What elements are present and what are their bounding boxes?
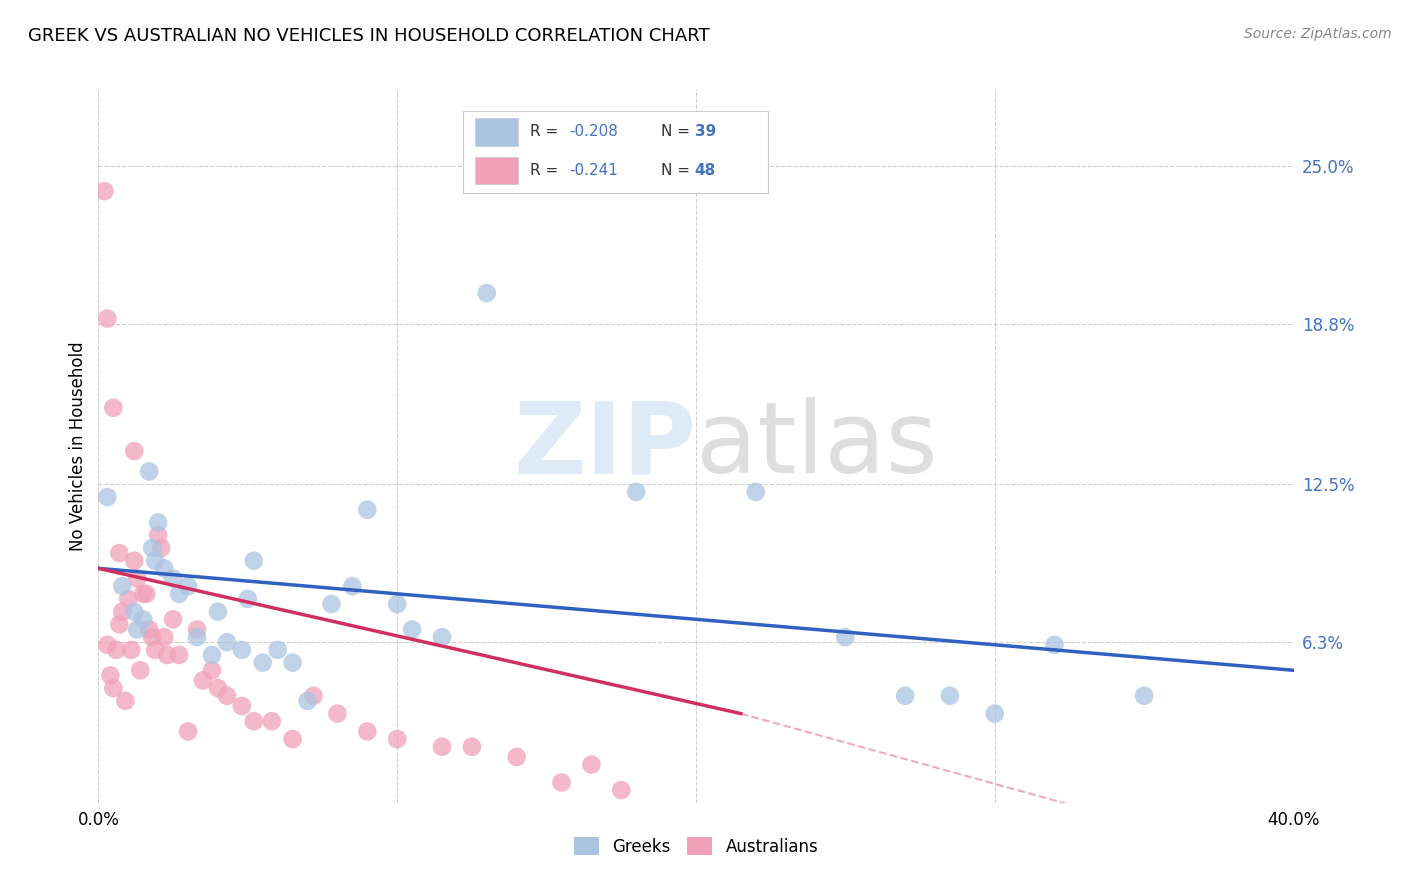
Point xyxy=(215,689,238,703)
Point xyxy=(939,689,962,703)
Point xyxy=(111,605,134,619)
Point xyxy=(302,689,325,703)
Point xyxy=(162,612,184,626)
Point xyxy=(430,739,453,754)
Text: atlas: atlas xyxy=(696,398,938,494)
Point xyxy=(243,554,266,568)
Point xyxy=(153,630,176,644)
Point xyxy=(260,714,283,729)
Point xyxy=(162,572,184,586)
Point xyxy=(124,444,146,458)
Text: GREEK VS AUSTRALIAN NO VEHICLES IN HOUSEHOLD CORRELATION CHART: GREEK VS AUSTRALIAN NO VEHICLES IN HOUSE… xyxy=(28,27,710,45)
Point xyxy=(506,750,529,764)
Point xyxy=(186,630,208,644)
Point xyxy=(111,579,134,593)
Point xyxy=(141,541,163,555)
Point xyxy=(103,401,125,415)
Point xyxy=(132,587,155,601)
Point xyxy=(141,630,163,644)
Point xyxy=(148,516,170,530)
Point xyxy=(207,681,229,695)
Point xyxy=(342,579,364,593)
Point xyxy=(1043,638,1066,652)
Point xyxy=(461,739,484,754)
Point xyxy=(150,541,173,555)
Point xyxy=(356,724,378,739)
Point xyxy=(117,591,139,606)
Point xyxy=(127,572,149,586)
Point xyxy=(167,648,190,662)
Point xyxy=(581,757,603,772)
Point xyxy=(984,706,1007,721)
Point xyxy=(103,681,125,695)
Point xyxy=(96,638,118,652)
Point xyxy=(201,648,224,662)
Point xyxy=(297,694,319,708)
Point xyxy=(385,732,409,747)
Point xyxy=(108,617,131,632)
Y-axis label: No Vehicles in Household: No Vehicles in Household xyxy=(69,341,87,551)
Point xyxy=(1133,689,1156,703)
Point xyxy=(475,286,498,301)
Point xyxy=(177,724,200,739)
Point xyxy=(191,673,214,688)
Point xyxy=(143,554,166,568)
Point xyxy=(114,694,136,708)
Point xyxy=(143,643,166,657)
Point xyxy=(430,630,453,644)
Point xyxy=(243,714,266,729)
Point xyxy=(135,587,157,601)
Point xyxy=(231,643,253,657)
Point xyxy=(401,623,423,637)
Point xyxy=(98,668,122,682)
Legend: Greeks, Australians: Greeks, Australians xyxy=(567,830,825,863)
Point xyxy=(231,698,253,713)
Point xyxy=(834,630,856,644)
Point xyxy=(124,605,146,619)
Point xyxy=(120,643,142,657)
Point xyxy=(207,605,229,619)
Point xyxy=(281,656,304,670)
Point xyxy=(177,579,200,593)
Point xyxy=(550,775,572,789)
Point xyxy=(281,732,304,747)
Point xyxy=(626,484,648,499)
Point xyxy=(153,561,176,575)
Point xyxy=(96,490,118,504)
Point xyxy=(167,587,190,601)
Point xyxy=(96,311,118,326)
Point xyxy=(129,663,152,677)
Point xyxy=(356,502,378,516)
Point xyxy=(186,623,208,637)
Point xyxy=(215,635,238,649)
Point xyxy=(138,465,160,479)
Point xyxy=(148,528,170,542)
Text: Source: ZipAtlas.com: Source: ZipAtlas.com xyxy=(1244,27,1392,41)
Point xyxy=(93,184,115,198)
Point xyxy=(894,689,917,703)
Point xyxy=(132,612,155,626)
Text: ZIP: ZIP xyxy=(513,398,696,494)
Point xyxy=(610,783,633,797)
Point xyxy=(252,656,274,670)
Point xyxy=(385,597,409,611)
Point xyxy=(108,546,131,560)
Point xyxy=(105,643,128,657)
Point xyxy=(127,623,149,637)
Point xyxy=(138,623,160,637)
Point xyxy=(745,484,768,499)
Point xyxy=(124,554,146,568)
Point xyxy=(321,597,343,611)
Point xyxy=(156,648,179,662)
Point xyxy=(201,663,224,677)
Point xyxy=(236,591,259,606)
Point xyxy=(267,643,290,657)
Point xyxy=(326,706,349,721)
